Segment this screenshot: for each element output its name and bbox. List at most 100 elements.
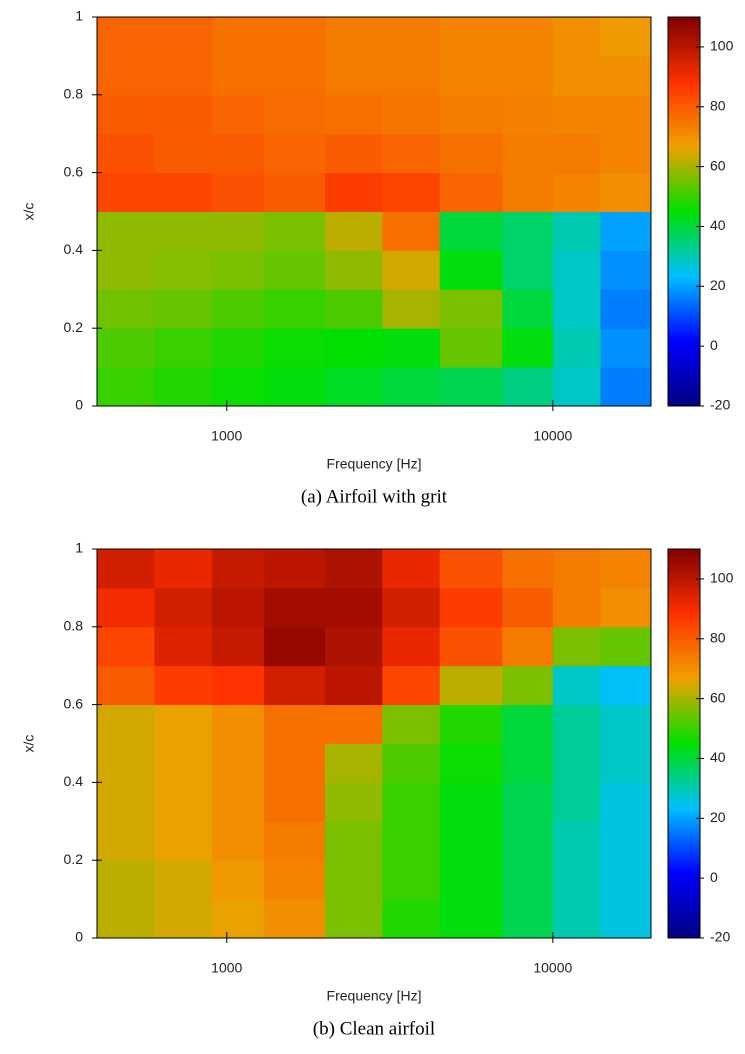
heat-cell — [211, 172, 265, 212]
heat-cell — [324, 821, 383, 861]
heat-cell — [502, 782, 554, 822]
heat-cell — [439, 17, 503, 57]
heat-cell — [382, 17, 441, 57]
heat-cell — [502, 328, 554, 368]
heat-cell — [382, 860, 441, 900]
heat-cell — [552, 704, 601, 744]
heat-cell — [600, 782, 652, 822]
heat-cell — [600, 250, 652, 290]
heat-cell — [382, 211, 441, 251]
heat-cell — [324, 743, 383, 783]
colorbar — [667, 548, 701, 939]
heat-cell — [552, 55, 601, 96]
heat-cell — [97, 704, 155, 744]
heat-cell — [324, 704, 383, 744]
heat-cell — [600, 328, 652, 368]
heat-cell — [552, 860, 601, 900]
heat-cell — [263, 55, 326, 96]
heat-cell — [552, 289, 601, 329]
heat-cell — [154, 821, 213, 861]
heat-cell — [211, 94, 265, 135]
heat-cell — [263, 17, 326, 57]
heat-cell — [324, 211, 383, 251]
heat-cell — [502, 549, 554, 589]
heat-cell — [211, 743, 265, 783]
heat-cell — [263, 743, 326, 783]
heat-cell — [439, 860, 503, 900]
x-axis-label: Frequency [Hz] — [327, 988, 422, 1004]
heat-cell — [382, 704, 441, 744]
heat-cell — [552, 626, 601, 667]
heat-cell — [263, 587, 326, 628]
heat-cell — [97, 860, 155, 900]
heat-cell — [211, 133, 265, 174]
heat-cell — [211, 250, 265, 290]
heat-cell — [97, 782, 155, 822]
heat-cell — [324, 626, 383, 667]
heat-cell — [154, 367, 213, 407]
colorbar-tick-label: -20 — [710, 929, 730, 945]
heat-cell — [263, 289, 326, 329]
heat-cell — [324, 549, 383, 589]
heat-cell — [324, 289, 383, 329]
heat-cell — [324, 782, 383, 822]
heat-cell — [439, 626, 503, 667]
heat-cell — [211, 587, 265, 628]
heat-cell — [97, 289, 155, 329]
heat-cell — [502, 133, 554, 174]
heat-cell — [154, 704, 213, 744]
heat-cell — [97, 17, 155, 57]
heat-cell — [552, 899, 601, 939]
heat-cell — [211, 626, 265, 667]
heat-cell — [154, 860, 213, 900]
heat-cell — [552, 328, 601, 368]
heat-cell — [263, 626, 326, 667]
heat-cell — [600, 587, 652, 628]
x-tick-label: 10000 — [533, 428, 572, 444]
heat-cell — [382, 899, 441, 939]
heat-cell — [154, 899, 213, 939]
x-axis-label: Frequency [Hz] — [327, 456, 422, 472]
heat-cell — [154, 17, 213, 57]
heat-cell — [154, 55, 213, 96]
heat-cell — [382, 172, 441, 212]
colorbar-tick-label: 60 — [710, 689, 726, 705]
heat-cell — [439, 704, 503, 744]
heat-cell — [439, 172, 503, 212]
colorbar-tick-label: 100 — [710, 570, 734, 586]
heat-cell — [263, 665, 326, 706]
heat-cell — [324, 587, 383, 628]
heat-cell — [154, 328, 213, 368]
x-tick-label: 10000 — [533, 960, 572, 976]
colorbar-tick-label: 0 — [710, 337, 718, 353]
colorbar-tick-label: -20 — [710, 397, 730, 413]
heat-cell — [600, 133, 652, 174]
heat-cell — [211, 17, 265, 57]
heat-cell — [552, 782, 601, 822]
y-axis-label: x/c — [21, 735, 37, 753]
heat-cell — [502, 743, 554, 783]
heat-cell — [154, 211, 213, 251]
heat-cell — [502, 860, 554, 900]
heat-cell — [211, 211, 265, 251]
heat-cell — [439, 367, 503, 407]
heat-cell — [439, 743, 503, 783]
heat-cell — [211, 860, 265, 900]
heat-cell — [154, 133, 213, 174]
heat-cell — [600, 367, 652, 407]
heat-cell — [324, 860, 383, 900]
heat-cell — [154, 289, 213, 329]
y-tick-label: 0.6 — [64, 695, 84, 711]
heat-cell — [439, 587, 503, 628]
heat-cell — [502, 289, 554, 329]
heat-cell — [600, 289, 652, 329]
heat-cell — [502, 704, 554, 744]
heat-cell — [263, 133, 326, 174]
heat-cell — [211, 665, 265, 706]
heat-cell — [502, 94, 554, 135]
heat-cell — [600, 211, 652, 251]
heat-cell — [324, 133, 383, 174]
y-tick-label: 0.4 — [64, 241, 84, 257]
heat-cell — [154, 250, 213, 290]
